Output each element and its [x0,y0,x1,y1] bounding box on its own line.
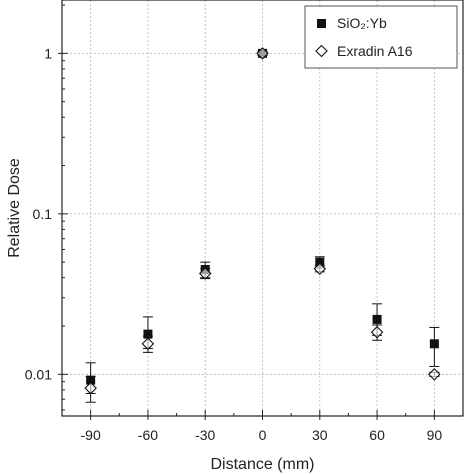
y-tick-label: 0.01 [25,366,52,382]
x-tick-label: 0 [259,427,267,443]
data-point-diamond [141,337,155,351]
x-tick-label: -30 [195,427,215,443]
data-point-square [315,257,325,267]
data-series [84,47,441,403]
x-axis-title: Distance (mm) [210,456,314,473]
data-point-diamond [313,262,327,276]
data-point-diamond [370,325,384,339]
legend-marker-exradin-a16 [315,44,328,58]
x-tick-label: -60 [138,427,158,443]
legend-label-sio2-yb: SiO₂:Yb [337,15,387,31]
axis-ticks: -90 -60 -30 0 30 60 90 0.01 0.1 1 [25,4,443,443]
y-tick-label: 1 [44,45,52,61]
y-tick-label: 0.1 [33,206,53,222]
legend-marker-sio2-yb [317,19,326,28]
data-point-diamond [428,368,441,381]
data-point-diamond [198,267,212,280]
data-point-square [429,339,439,349]
x-tick-label: 30 [312,427,328,443]
legend: SiO₂:Yb Exradin A16 [304,5,458,69]
x-tick-label: 60 [369,427,385,443]
data-point-diamond [256,47,269,60]
series-exradin-a16 [84,47,441,403]
x-tick-label: 90 [427,427,443,443]
data-point-diamond [84,381,97,395]
data-point-square [143,329,153,339]
legend-label-exradin-a16: Exradin A16 [337,43,413,59]
data-point-square [372,314,382,324]
legend-box [304,5,458,69]
y-axis-title: Relative Dose [6,158,23,258]
x-tick-label: -90 [81,427,101,443]
